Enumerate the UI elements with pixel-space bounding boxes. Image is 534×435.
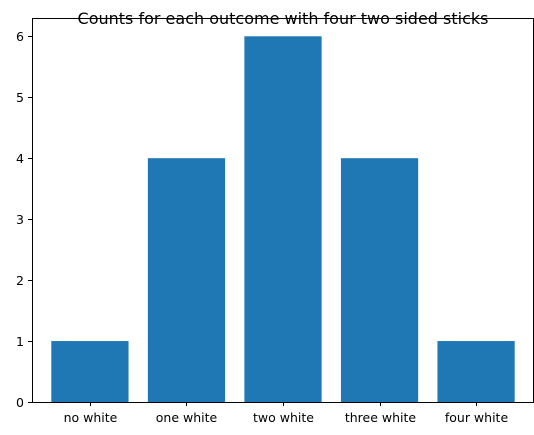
y-axis: 0 1 2 3 4 5 6	[16, 29, 33, 410]
x-axis: no white one white two white three white fou…	[64, 402, 509, 425]
bar-two-white	[244, 36, 322, 403]
bar-four-white	[437, 341, 515, 402]
y-tick-label: 1	[16, 334, 24, 349]
bars-layer	[51, 36, 515, 403]
y-tick-label: 3	[16, 212, 24, 227]
y-tick-label: 0	[16, 395, 24, 410]
y-tick-label: 4	[16, 151, 24, 166]
y-tick-label: 6	[16, 29, 24, 44]
bar-one-white	[147, 158, 226, 402]
x-tick-label: one white	[156, 410, 218, 425]
x-tick-label: no white	[64, 410, 118, 425]
x-tick-label: two white	[253, 410, 314, 425]
bar-three-white	[340, 158, 419, 402]
y-tick-label: 2	[16, 273, 24, 288]
x-tick-label: three white	[345, 410, 417, 425]
x-tick-label: four white	[445, 410, 509, 425]
y-tick-label: 5	[16, 90, 24, 105]
bar-no-white	[51, 341, 129, 402]
